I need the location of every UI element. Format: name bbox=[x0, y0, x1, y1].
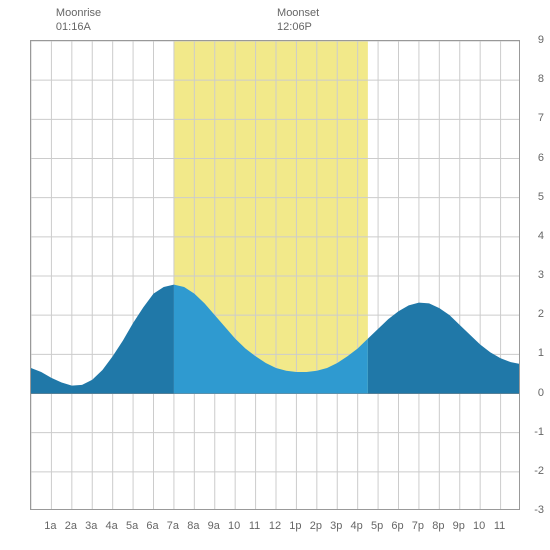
x-tick: 8p bbox=[432, 520, 444, 532]
x-tick: 2a bbox=[65, 520, 77, 532]
moonset-time: 12:06P bbox=[277, 20, 319, 34]
y-tick: 8 bbox=[524, 73, 544, 85]
moonrise-time: 01:16A bbox=[56, 20, 101, 34]
x-tick: 1a bbox=[44, 520, 56, 532]
y-axis: -3-2-10123456789 bbox=[524, 40, 544, 510]
y-tick: 4 bbox=[524, 230, 544, 242]
x-tick: 3p bbox=[330, 520, 342, 532]
x-axis: 1a 2a 3a 4a 5a 6a 7a 8a 9a 10 11 12 1p 2p 3p 4p 5p 6p 7p 8p… bbox=[30, 520, 520, 540]
y-tick: 6 bbox=[524, 152, 544, 164]
y-tick: 9 bbox=[524, 34, 544, 46]
x-tick: 8a bbox=[187, 520, 199, 532]
x-tick: 1p bbox=[289, 520, 301, 532]
x-tick: 9p bbox=[453, 520, 465, 532]
tide-chart bbox=[30, 40, 520, 510]
y-tick: -3 bbox=[524, 504, 544, 516]
x-tick: 7p bbox=[412, 520, 424, 532]
moonset-title: Moonset bbox=[277, 6, 319, 20]
y-tick: 7 bbox=[524, 112, 544, 124]
x-tick: 5p bbox=[371, 520, 383, 532]
y-tick: 0 bbox=[524, 387, 544, 399]
x-tick: 11 bbox=[249, 520, 260, 532]
x-tick: 10 bbox=[473, 520, 485, 532]
x-tick: 2p bbox=[310, 520, 322, 532]
y-tick: 5 bbox=[524, 191, 544, 203]
moonset-label: Moonset 12:06P bbox=[277, 6, 319, 35]
moonrise-title: Moonrise bbox=[56, 6, 101, 20]
x-tick: 4a bbox=[106, 520, 118, 532]
x-tick: 5a bbox=[126, 520, 138, 532]
y-tick: -2 bbox=[524, 465, 544, 477]
y-tick: 3 bbox=[524, 269, 544, 281]
y-tick: -1 bbox=[524, 426, 544, 438]
x-tick: 12 bbox=[269, 520, 281, 532]
y-tick: 1 bbox=[524, 347, 544, 359]
x-tick: 9a bbox=[208, 520, 220, 532]
x-tick: 10 bbox=[228, 520, 240, 532]
moonrise-label: Moonrise 01:16A bbox=[56, 6, 101, 35]
x-tick: 7a bbox=[167, 520, 179, 532]
x-tick: 3a bbox=[85, 520, 97, 532]
x-tick: 4p bbox=[351, 520, 363, 532]
x-tick: 11 bbox=[494, 520, 505, 532]
x-tick: 6a bbox=[146, 520, 158, 532]
x-tick: 6p bbox=[391, 520, 403, 532]
tide-chart-svg bbox=[31, 41, 520, 510]
y-tick: 2 bbox=[524, 308, 544, 320]
